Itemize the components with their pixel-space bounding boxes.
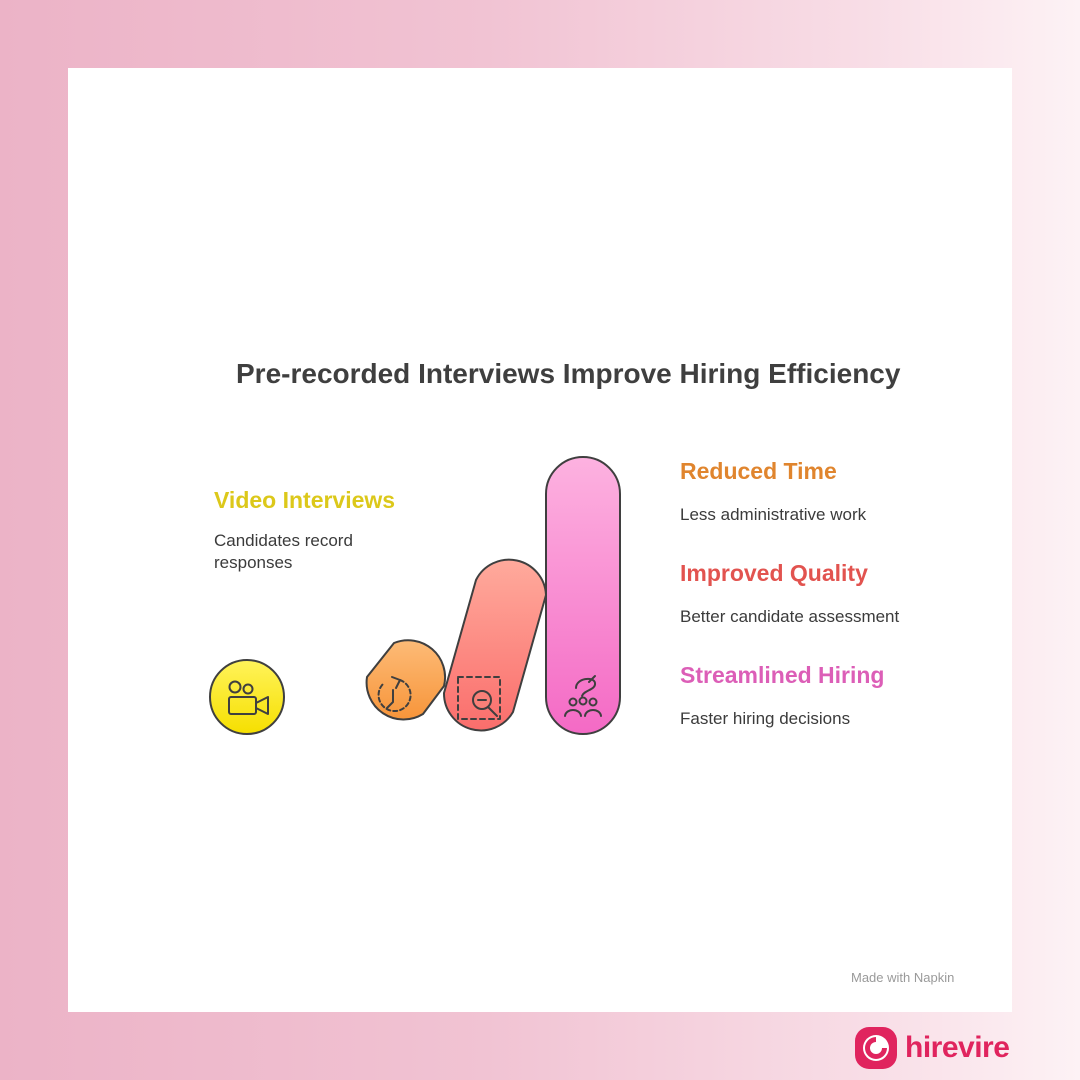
improved-quality-description: Better candidate assessment	[680, 607, 900, 626]
streamlined-hiring-description: Faster hiring decisions	[680, 709, 851, 728]
streamlined-hiring-heading: Streamlined Hiring	[680, 662, 885, 688]
video-interviews-description: Candidates record responses	[214, 531, 353, 572]
reduced-time-heading: Reduced Time	[680, 458, 837, 484]
napkin-watermark: Made with Napkin	[851, 970, 954, 985]
magnify-icon	[457, 676, 501, 720]
improved-quality-heading: Improved Quality	[680, 560, 868, 586]
video-camera-icon	[228, 680, 269, 715]
page-title: Pre-recorded Interviews Improve Hiring E…	[236, 358, 901, 389]
brand-logo: hirevire	[853, 1022, 1010, 1074]
improved-quality-shape	[442, 558, 547, 732]
video-interviews-heading: Video Interviews	[214, 487, 396, 513]
timer-icon	[377, 676, 412, 713]
hirevire-logo-icon	[855, 1027, 897, 1069]
reduced-time-shape	[365, 639, 447, 721]
team-icon	[564, 675, 602, 717]
reduced-time-description: Less administrative work	[680, 505, 867, 524]
napkin-watermark-text: Made with Napkin	[851, 970, 955, 985]
content-card	[68, 68, 1012, 1012]
brand-name: hirevire	[905, 1031, 1010, 1064]
streamlined-hiring-shape	[545, 456, 621, 735]
